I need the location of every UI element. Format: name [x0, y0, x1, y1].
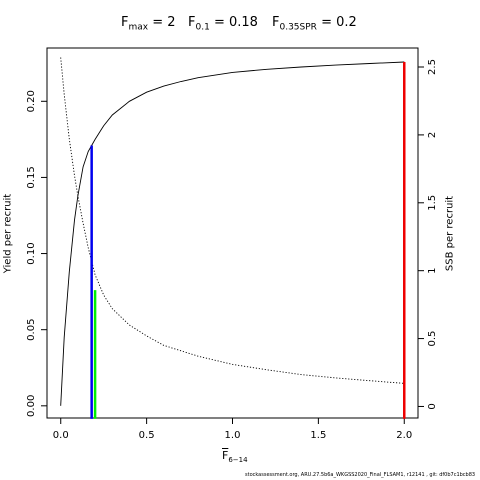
y-tick-label: 0.10	[26, 242, 37, 264]
x-tick-label: 0.0	[53, 430, 69, 441]
x-tick-label: 2.0	[396, 430, 412, 441]
y2-tick-label: 2	[427, 132, 438, 138]
x-tick-label: 0.5	[139, 430, 155, 441]
y-axis-label: Yield per recruit	[2, 193, 14, 274]
y-tick-label: 0.20	[26, 90, 37, 112]
y2-tick-label: 0	[427, 403, 438, 409]
title-f-035spr: F0.35SPR = 0.2	[272, 15, 357, 33]
y2-tick-label: 0.5	[427, 331, 438, 347]
x-tick-label: 1.5	[310, 430, 326, 441]
plot-frame	[46, 47, 419, 419]
ssb-per-recruit-line	[60, 57, 405, 384]
title-f-max: Fmax = 2	[121, 15, 176, 33]
footnote: stockassessment.org, ARU.27.5b6a_WKGSS20…	[245, 472, 476, 478]
x-axis-label: F6−14	[222, 449, 248, 465]
plot-area: 0.0 0.5 1.0 1.5 2.0 0.00 0.05 0.10 0.15 0.20 0 0.5 1…	[26, 47, 438, 441]
title-f-01: F0.1 = 0.18	[188, 15, 258, 33]
y-tick-label: 0.05	[26, 319, 37, 341]
y-tick-label: 0.00	[26, 395, 37, 417]
x-tick-label: 1.0	[225, 430, 241, 441]
y-tick-label: 0.15	[26, 166, 37, 188]
yield-per-recruit-line	[60, 61, 405, 406]
y2-tick-label: 1	[427, 267, 438, 273]
y2-tick-label: 2.5	[427, 59, 438, 75]
y2-axis-label: SSB per recruit	[444, 195, 456, 272]
y2-tick-label: 1.5	[427, 195, 438, 211]
